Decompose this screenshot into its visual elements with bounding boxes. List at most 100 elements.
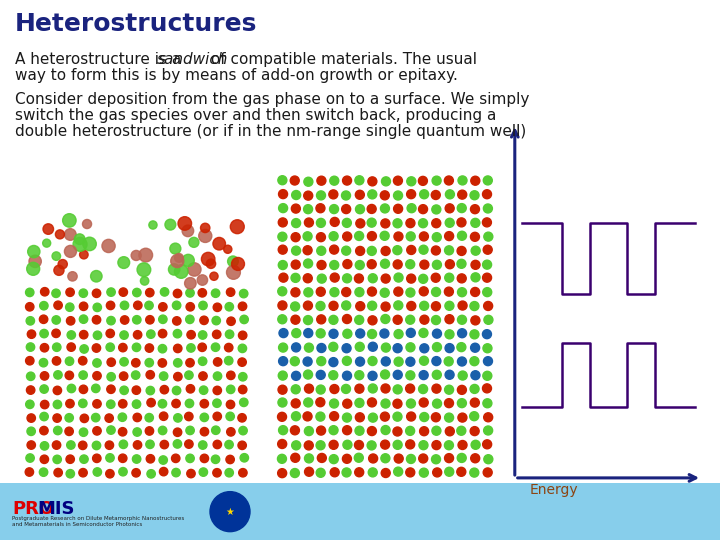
Circle shape — [199, 441, 207, 449]
Circle shape — [212, 426, 220, 435]
Circle shape — [107, 301, 114, 309]
Circle shape — [92, 289, 101, 298]
Circle shape — [40, 359, 48, 367]
Circle shape — [200, 428, 209, 436]
Text: and Metamaterials in Semiconductor Photonics: and Metamaterials in Semiconductor Photo… — [12, 522, 143, 527]
Circle shape — [483, 245, 492, 254]
Circle shape — [186, 289, 194, 297]
Circle shape — [145, 414, 153, 422]
Circle shape — [316, 301, 325, 310]
Circle shape — [444, 385, 454, 394]
Circle shape — [369, 413, 377, 422]
Circle shape — [393, 399, 402, 408]
Circle shape — [343, 371, 351, 380]
Circle shape — [367, 329, 377, 339]
Circle shape — [368, 301, 377, 310]
Circle shape — [173, 317, 181, 325]
Circle shape — [198, 343, 207, 352]
Circle shape — [42, 239, 50, 247]
Circle shape — [316, 398, 325, 407]
Circle shape — [40, 442, 49, 450]
Circle shape — [26, 356, 34, 365]
Circle shape — [238, 414, 246, 422]
Circle shape — [239, 427, 247, 435]
Circle shape — [132, 343, 140, 352]
Circle shape — [292, 204, 300, 213]
Circle shape — [304, 398, 312, 407]
Circle shape — [420, 356, 428, 365]
Circle shape — [420, 344, 429, 353]
Circle shape — [225, 302, 233, 311]
Circle shape — [53, 400, 62, 409]
Circle shape — [432, 370, 441, 379]
Circle shape — [240, 454, 248, 462]
Circle shape — [304, 370, 312, 379]
Circle shape — [394, 204, 402, 213]
Circle shape — [93, 454, 101, 463]
Circle shape — [355, 468, 364, 477]
Circle shape — [185, 440, 193, 448]
Circle shape — [303, 246, 312, 255]
Circle shape — [239, 469, 247, 477]
Circle shape — [278, 301, 287, 310]
Circle shape — [330, 205, 338, 214]
Circle shape — [484, 426, 492, 435]
Circle shape — [305, 218, 313, 227]
Circle shape — [186, 454, 194, 463]
Circle shape — [200, 454, 209, 463]
Circle shape — [212, 455, 220, 463]
Circle shape — [132, 400, 140, 408]
Circle shape — [91, 384, 100, 393]
Circle shape — [158, 303, 167, 311]
Circle shape — [53, 441, 60, 449]
Circle shape — [80, 455, 88, 463]
Circle shape — [405, 440, 415, 449]
Circle shape — [317, 315, 325, 324]
Circle shape — [291, 399, 300, 408]
Circle shape — [212, 330, 221, 339]
Circle shape — [458, 441, 467, 449]
Circle shape — [394, 329, 403, 339]
Circle shape — [291, 260, 300, 269]
Circle shape — [52, 289, 60, 298]
Circle shape — [330, 176, 339, 185]
Circle shape — [407, 455, 415, 463]
Circle shape — [230, 220, 244, 234]
Circle shape — [93, 359, 102, 367]
Circle shape — [431, 273, 440, 282]
Circle shape — [445, 427, 454, 436]
Circle shape — [356, 205, 364, 214]
Circle shape — [66, 400, 74, 408]
Circle shape — [431, 315, 441, 325]
Circle shape — [419, 245, 428, 254]
Circle shape — [420, 315, 429, 324]
Circle shape — [356, 219, 365, 228]
Circle shape — [120, 331, 128, 339]
Circle shape — [53, 426, 62, 435]
Circle shape — [27, 414, 35, 422]
Circle shape — [420, 301, 428, 310]
Circle shape — [484, 315, 493, 325]
Circle shape — [106, 329, 114, 338]
Circle shape — [432, 356, 441, 366]
Circle shape — [63, 214, 76, 227]
Circle shape — [433, 329, 441, 338]
Circle shape — [406, 399, 415, 408]
Circle shape — [303, 232, 312, 241]
Circle shape — [431, 455, 441, 464]
Circle shape — [174, 428, 181, 436]
Circle shape — [213, 372, 222, 380]
Circle shape — [213, 386, 222, 395]
Circle shape — [393, 246, 402, 255]
Circle shape — [316, 370, 325, 380]
Circle shape — [445, 315, 454, 323]
Circle shape — [278, 315, 287, 324]
Circle shape — [292, 246, 300, 255]
Circle shape — [133, 330, 142, 339]
Circle shape — [279, 357, 287, 366]
Circle shape — [457, 357, 467, 366]
Circle shape — [433, 468, 441, 477]
Circle shape — [418, 177, 428, 185]
Circle shape — [457, 343, 466, 352]
Circle shape — [470, 398, 480, 407]
